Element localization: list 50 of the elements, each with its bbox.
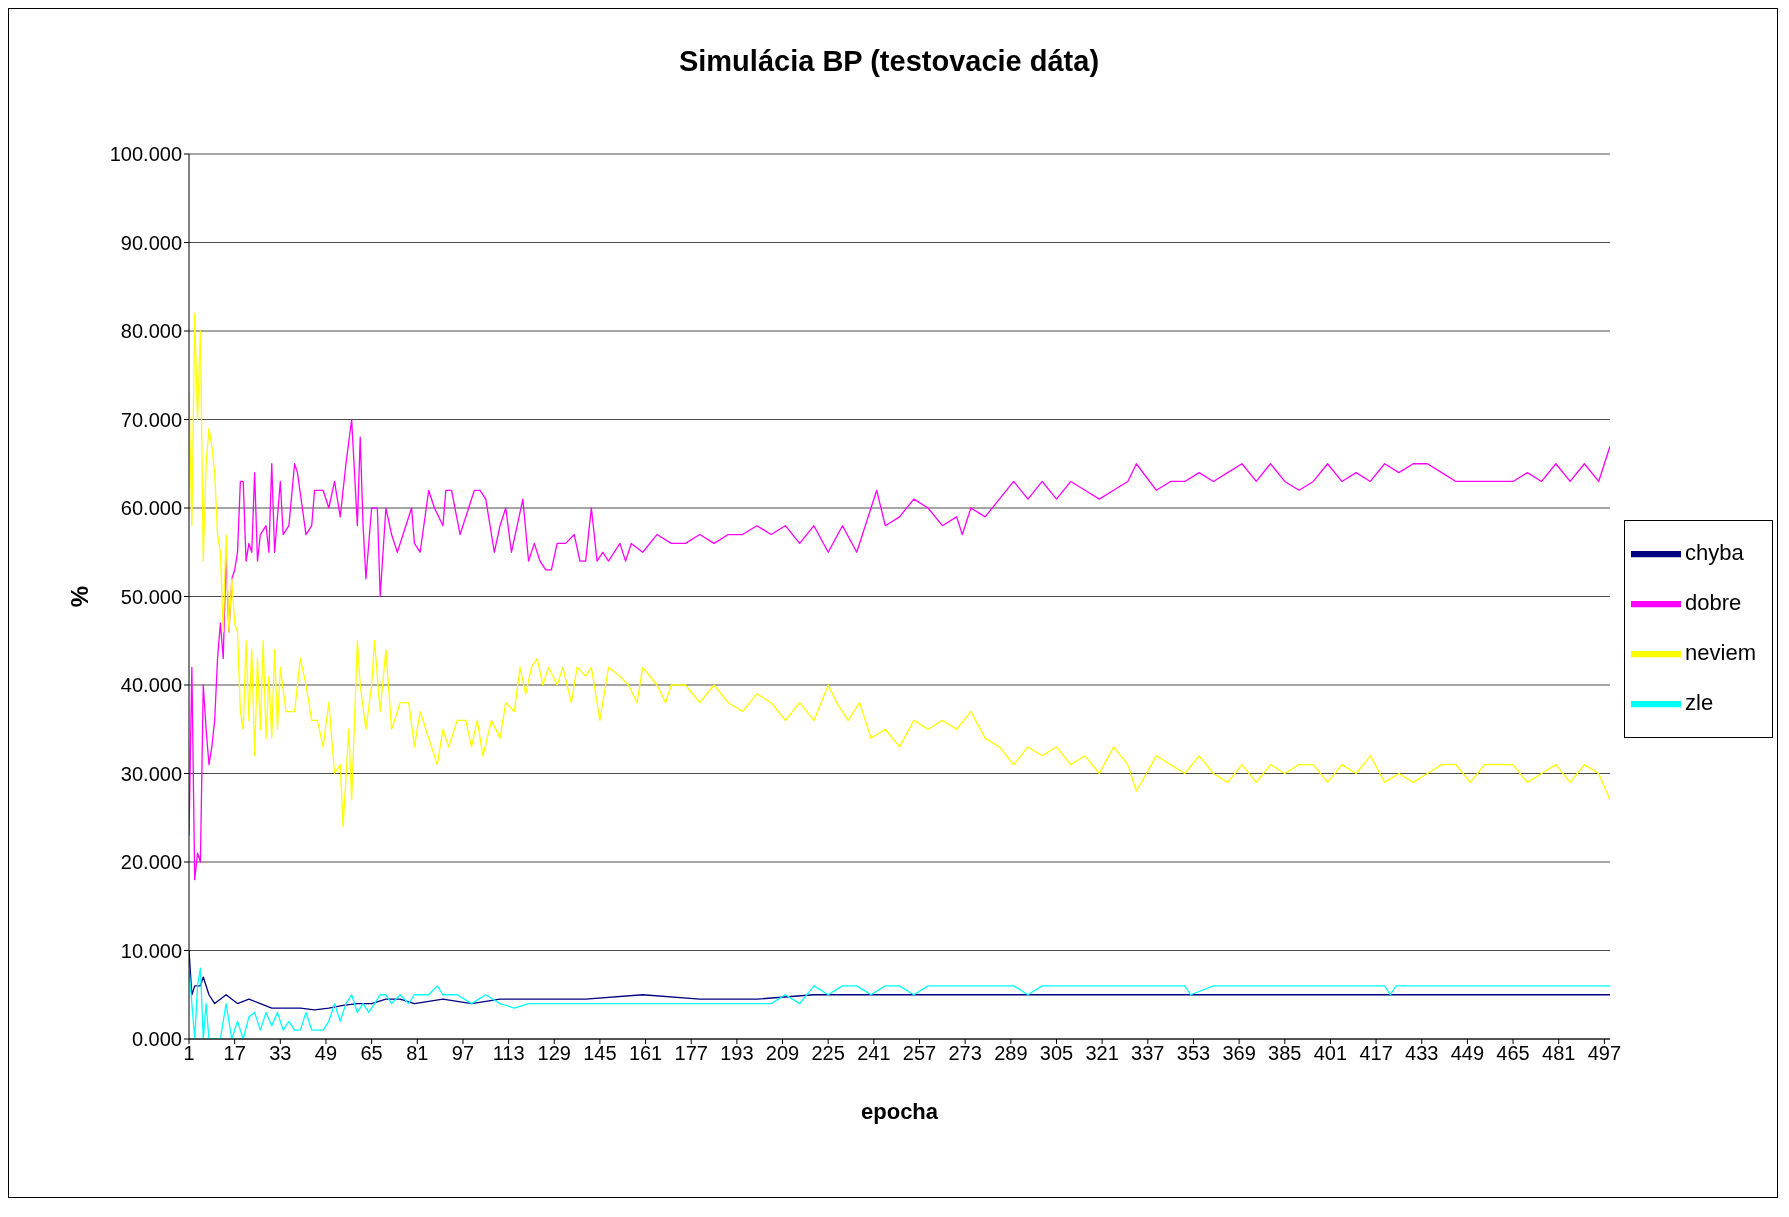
- x-tick-label: 225: [811, 1042, 845, 1065]
- x-tick-label: 497: [1587, 1042, 1622, 1065]
- x-tick-label: 81: [406, 1042, 429, 1065]
- x-tick-label: 433: [1405, 1042, 1439, 1065]
- x-tick-label: 177: [674, 1042, 708, 1065]
- y-tick-label: 0.000: [131, 1028, 182, 1051]
- x-tick-label: 417: [1359, 1042, 1393, 1065]
- y-tick-label: 10.000: [120, 939, 182, 962]
- x-tick-label: 241: [857, 1042, 891, 1065]
- x-tick-label: 465: [1496, 1042, 1530, 1065]
- x-tick-label: 305: [1039, 1042, 1074, 1065]
- x-tick-label: 209: [765, 1042, 800, 1065]
- y-tick-label: 50.000: [120, 585, 182, 608]
- x-tick-label: 129: [537, 1042, 571, 1065]
- x-tick-label: 97: [451, 1042, 475, 1065]
- x-tick-label: 145: [583, 1042, 617, 1065]
- x-tick-label: 257: [902, 1042, 937, 1065]
- x-tick-label: 113: [492, 1042, 525, 1065]
- y-tick-label: 20.000: [120, 851, 182, 874]
- y-tick-label: 100.000: [109, 143, 182, 166]
- legend-label: chyba: [1685, 539, 1744, 565]
- x-tick-label: 49: [314, 1042, 338, 1065]
- y-tick-label: 90.000: [120, 231, 182, 254]
- x-tick-label: 449: [1450, 1042, 1485, 1065]
- y-tick-label: 40.000: [120, 674, 182, 697]
- x-tick-label: 193: [720, 1042, 754, 1065]
- chart-title: Simulácia BP (testovacie dáta): [677, 45, 1101, 78]
- y-tick-label: 60.000: [120, 497, 182, 520]
- x-tick-label: 321: [1085, 1042, 1119, 1065]
- x-tick-label: 401: [1313, 1042, 1348, 1065]
- x-axis-title: epocha: [861, 1099, 939, 1124]
- y-tick-label: 70.000: [120, 408, 182, 431]
- legend-label: dobre: [1685, 589, 1742, 615]
- x-tick-label: 161: [628, 1042, 663, 1065]
- x-tick-label: 369: [1222, 1042, 1256, 1065]
- x-tick-label: 385: [1268, 1042, 1302, 1065]
- x-tick-label: 33: [269, 1042, 292, 1065]
- x-tick-label: 353: [1176, 1042, 1211, 1065]
- y-axis-title: %: [65, 585, 93, 608]
- y-tick-label: 80.000: [120, 320, 182, 343]
- y-tick-label: 30.000: [120, 762, 182, 785]
- x-tick-label: 1: [183, 1042, 195, 1065]
- x-tick-label: 273: [948, 1042, 982, 1065]
- x-tick-label: 481: [1542, 1042, 1576, 1065]
- legend-label: zle: [1685, 689, 1714, 715]
- x-tick-label: 337: [1131, 1042, 1165, 1065]
- x-tick-label: 65: [360, 1042, 383, 1065]
- legend-label: neviem: [1685, 639, 1756, 665]
- x-tick-label: 289: [994, 1042, 1028, 1065]
- x-tick-label: 17: [223, 1042, 246, 1065]
